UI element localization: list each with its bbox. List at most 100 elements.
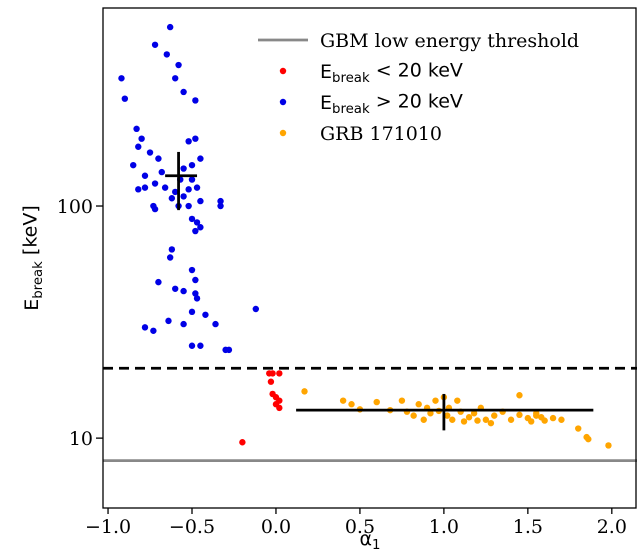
data-point — [151, 41, 159, 48]
data-point — [276, 370, 283, 377]
data-point — [185, 202, 192, 210]
data-point — [151, 180, 159, 187]
legend-label: Ebreak < 20 keV — [320, 59, 463, 86]
data-point — [348, 401, 355, 408]
data-point — [533, 410, 540, 417]
y-axis-label-main: E — [21, 299, 43, 311]
data-point — [225, 346, 233, 354]
data-point — [141, 184, 149, 191]
data-point — [135, 143, 142, 150]
data-point — [192, 135, 199, 142]
y-axis-label: Ebreak [keV] — [19, 205, 46, 311]
data-point — [130, 161, 137, 169]
legend-label: GBM low energy threshold — [320, 30, 579, 52]
legend-label-rest: < 20 keV — [370, 59, 463, 81]
legend-label-main: E — [320, 92, 332, 114]
data-point — [166, 23, 174, 31]
x-tick-label: 2.0 — [597, 516, 627, 538]
x-tick-label: 1.5 — [513, 516, 543, 538]
data-point — [185, 138, 192, 145]
data-point — [491, 412, 498, 419]
data-point — [141, 324, 149, 331]
data-point — [410, 412, 417, 419]
data-point — [197, 224, 204, 231]
y-axis-label-rest: [keV] — [19, 205, 41, 261]
legend-marker — [279, 129, 287, 137]
data-point — [454, 397, 461, 404]
x-axis-label-sub: 1 — [372, 538, 380, 551]
data-point — [239, 439, 246, 446]
data-point — [192, 290, 199, 297]
data-point — [175, 61, 182, 69]
data-point — [138, 135, 145, 142]
x-tick-label: −0.5 — [169, 516, 215, 538]
x-tick-label: 1.0 — [429, 516, 459, 538]
data-point — [180, 287, 187, 295]
data-point — [158, 168, 165, 176]
data-point — [185, 186, 192, 193]
data-point — [193, 219, 201, 226]
data-point — [188, 215, 196, 223]
legend-label-rest: > 20 keV — [370, 90, 463, 112]
data-point — [528, 418, 535, 425]
x-tick-label: −1.0 — [85, 516, 131, 538]
data-point — [180, 193, 187, 200]
data-point — [192, 276, 199, 284]
data-point — [267, 378, 275, 385]
x-axis-label-main: α — [360, 528, 373, 550]
data-point — [465, 414, 473, 421]
data-point — [192, 227, 199, 235]
data-point — [180, 320, 187, 328]
data-point — [197, 155, 204, 162]
data-point — [549, 414, 557, 422]
data-point — [252, 305, 260, 313]
data-point — [180, 88, 187, 96]
y-axis-label-sub: break — [31, 261, 46, 299]
data-point — [150, 327, 157, 334]
legend-marker — [279, 67, 287, 75]
data-point — [516, 411, 523, 419]
data-point — [133, 125, 140, 133]
data-point — [172, 188, 179, 196]
data-point — [121, 95, 129, 102]
data-point — [118, 75, 125, 82]
data-point — [558, 416, 565, 423]
data-point — [151, 205, 159, 213]
legend-marker — [279, 98, 287, 106]
data-point — [470, 410, 478, 417]
data-point — [188, 176, 196, 183]
data-point — [605, 442, 612, 449]
data-point — [301, 388, 308, 395]
data-point — [415, 401, 422, 408]
legend-label-sub: break — [332, 102, 370, 117]
data-point — [172, 75, 179, 82]
data-point — [482, 416, 490, 423]
data-point — [146, 149, 154, 156]
data-point — [155, 155, 162, 162]
data-point — [373, 398, 380, 406]
legend-label-sub: break — [332, 71, 370, 86]
legend-label: Ebreak > 20 keV — [320, 90, 463, 117]
data-point — [460, 418, 468, 425]
data-point — [276, 404, 283, 412]
data-point — [398, 397, 406, 404]
legend-label: GRB 171010 — [320, 123, 442, 145]
x-tick-label: 0.5 — [345, 516, 375, 538]
data-point — [192, 97, 199, 104]
data-point — [339, 397, 347, 404]
data-point — [487, 419, 495, 427]
data-point — [420, 416, 427, 423]
data-point — [188, 342, 196, 349]
data-point — [432, 397, 439, 404]
data-point — [202, 311, 209, 318]
data-point — [168, 195, 176, 202]
x-tick-label: 0.0 — [261, 516, 291, 538]
data-point — [197, 342, 204, 349]
y-tick-label: 100 — [57, 196, 93, 218]
data-point — [155, 278, 162, 286]
data-point — [141, 172, 149, 179]
data-point — [180, 165, 187, 172]
data-point — [193, 184, 201, 191]
data-point — [269, 370, 276, 377]
